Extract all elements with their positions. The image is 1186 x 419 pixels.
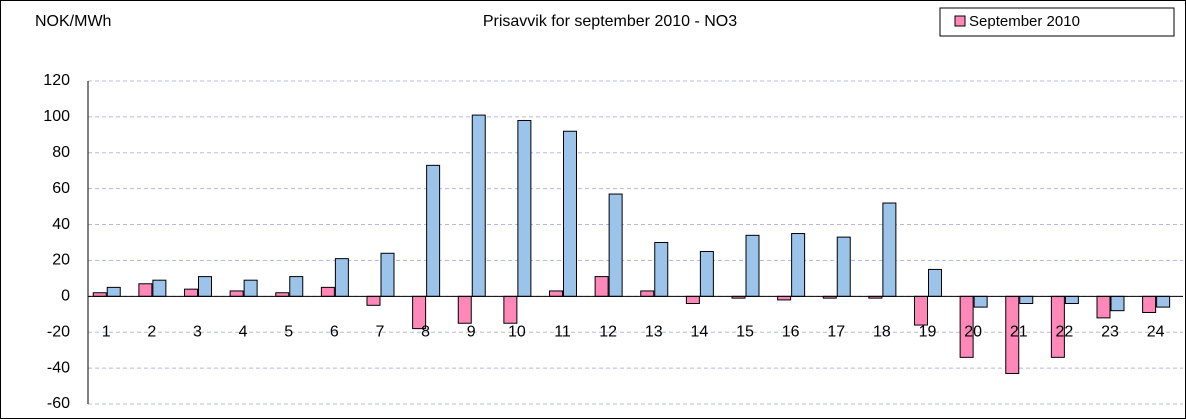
bar <box>594 276 609 297</box>
y-axis-label: NOK/MWh <box>35 13 111 30</box>
bar <box>229 290 244 297</box>
y-tick-label: 100 <box>43 108 70 125</box>
x-tick-label: 17 <box>827 323 845 340</box>
bar <box>973 295 988 308</box>
bar <box>503 295 518 324</box>
x-tick-label: 1 <box>102 323 111 340</box>
bar <box>380 252 395 297</box>
bar <box>791 233 806 297</box>
bar <box>1142 295 1157 313</box>
bar <box>836 236 851 297</box>
x-tick-label: 3 <box>193 323 202 340</box>
x-tick-label: 11 <box>554 323 571 340</box>
bar <box>138 283 153 297</box>
x-tick-label: 10 <box>508 323 526 340</box>
x-tick-label: 12 <box>599 323 617 340</box>
bar <box>549 290 563 297</box>
x-tick-label: 7 <box>376 323 385 340</box>
x-tick-label: 18 <box>873 323 891 340</box>
legend-label: September 2010 <box>969 13 1080 30</box>
bar <box>152 279 167 297</box>
legend-swatch <box>954 15 966 27</box>
bar <box>320 286 335 297</box>
y-tick-label: 80 <box>52 144 70 161</box>
bar <box>334 258 349 297</box>
bar <box>685 295 700 305</box>
bar <box>289 276 304 297</box>
bar <box>275 292 290 297</box>
y-tick-label: 20 <box>52 252 70 269</box>
bar <box>654 242 669 297</box>
y-tick-label: 40 <box>52 216 70 233</box>
y-tick-label: -40 <box>47 359 70 376</box>
y-tick-label: -60 <box>47 395 70 412</box>
bar <box>1096 295 1111 319</box>
bar <box>366 295 381 306</box>
bar <box>608 193 623 297</box>
bar <box>243 279 258 297</box>
bar <box>640 290 655 297</box>
bar <box>777 295 792 301</box>
bar <box>914 295 928 326</box>
x-tick-label: 2 <box>147 323 156 340</box>
bar <box>426 164 441 297</box>
bar <box>1110 295 1125 312</box>
x-tick-label: 8 <box>421 323 430 340</box>
x-tick-label: 24 <box>1147 323 1165 340</box>
bar <box>106 286 121 297</box>
bar <box>563 130 577 297</box>
y-tick-label: 60 <box>52 180 70 197</box>
x-tick-label: 9 <box>467 323 476 340</box>
bar <box>471 114 486 297</box>
chart-title: Prisavvik for september 2010 - NO3 <box>483 13 737 30</box>
x-tick-label: 13 <box>645 323 663 340</box>
y-tick-label: 120 <box>43 72 70 89</box>
bar <box>92 292 107 297</box>
bar <box>457 295 472 324</box>
bar <box>882 202 897 297</box>
x-tick-label: 16 <box>782 323 800 340</box>
x-tick-label: 23 <box>1101 323 1119 340</box>
legend-box <box>939 7 1175 37</box>
x-tick-label: 22 <box>1055 323 1073 340</box>
bar <box>1019 295 1034 305</box>
x-tick-label: 21 <box>1010 323 1028 340</box>
x-tick-label: 14 <box>690 323 708 340</box>
bar <box>517 119 532 297</box>
bar <box>699 250 714 297</box>
x-tick-label: 20 <box>964 323 982 340</box>
y-tick-label: 0 <box>61 288 70 305</box>
y-tick-label: -20 <box>47 323 70 340</box>
bar <box>1156 295 1171 308</box>
x-tick-label: 15 <box>736 323 754 340</box>
x-tick-label: 6 <box>330 323 339 340</box>
bar <box>1064 295 1079 305</box>
bar <box>928 268 942 297</box>
x-tick-label: 4 <box>239 323 248 340</box>
x-tick-label: 19 <box>919 323 937 340</box>
bar <box>745 234 760 297</box>
x-tick-label: 5 <box>284 323 293 340</box>
bar <box>184 288 198 297</box>
bar <box>198 276 212 297</box>
